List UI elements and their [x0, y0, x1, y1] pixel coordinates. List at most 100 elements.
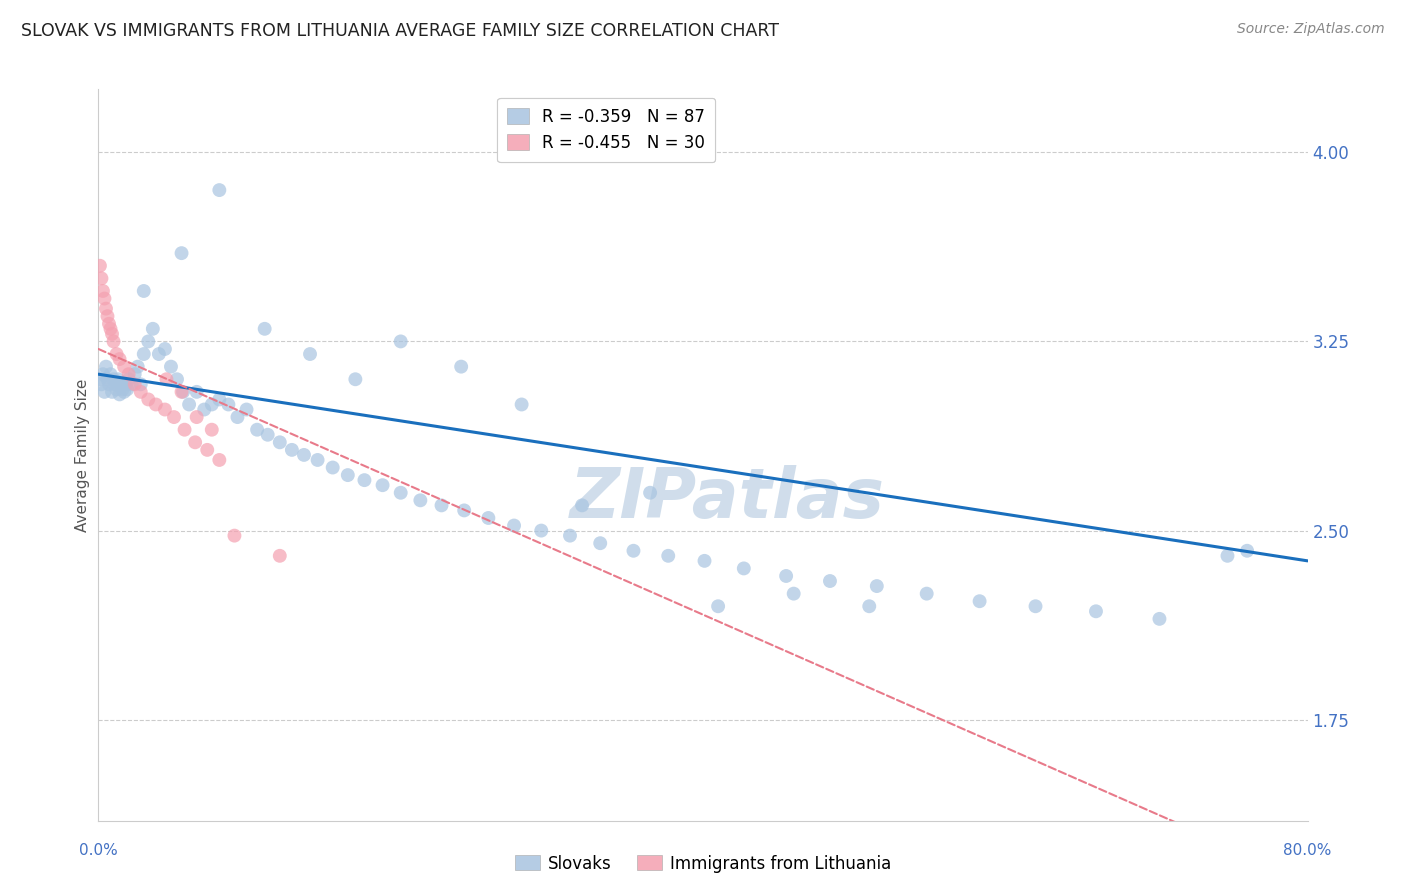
Point — [224, 528, 246, 542]
Legend: Slovaks, Immigrants from Lithuania: Slovaks, Immigrants from Lithuania — [508, 848, 898, 880]
Point — [100, 322, 122, 336]
Point — [193, 402, 215, 417]
Point — [453, 503, 475, 517]
Point — [132, 347, 155, 361]
Point — [693, 554, 716, 568]
Point — [108, 352, 131, 367]
Point — [969, 594, 991, 608]
Point — [208, 183, 231, 197]
Point — [530, 524, 553, 538]
Point — [775, 569, 797, 583]
Point — [208, 392, 231, 407]
Point — [226, 410, 249, 425]
Point — [105, 382, 128, 396]
Point — [112, 384, 135, 399]
Point — [253, 322, 276, 336]
Point — [186, 384, 208, 399]
Point — [121, 377, 143, 392]
Point — [371, 478, 394, 492]
Point — [269, 549, 291, 563]
Point — [208, 453, 231, 467]
Point — [281, 442, 304, 457]
Point — [114, 377, 136, 392]
Point — [450, 359, 472, 374]
Point — [430, 499, 453, 513]
Point — [246, 423, 269, 437]
Point — [201, 423, 224, 437]
Point — [638, 485, 661, 500]
Point — [623, 543, 645, 558]
Legend: R = -0.359   N = 87, R = -0.455   N = 30: R = -0.359 N = 87, R = -0.455 N = 30 — [498, 97, 716, 161]
Text: 80.0%: 80.0% — [1284, 843, 1331, 858]
Point — [127, 359, 149, 374]
Point — [148, 347, 170, 361]
Point — [201, 397, 224, 411]
Point — [96, 372, 118, 386]
Point — [389, 485, 412, 500]
Point — [173, 423, 195, 437]
Point — [510, 397, 533, 411]
Point — [409, 493, 432, 508]
Point — [783, 587, 806, 601]
Point — [153, 402, 176, 417]
Point — [96, 309, 118, 323]
Point — [90, 271, 112, 285]
Point — [353, 473, 375, 487]
Point — [186, 410, 208, 425]
Point — [155, 372, 177, 386]
Point — [124, 377, 146, 392]
Point — [105, 347, 128, 361]
Point — [98, 377, 121, 392]
Point — [657, 549, 679, 563]
Point — [184, 435, 207, 450]
Point — [503, 518, 526, 533]
Point — [336, 468, 359, 483]
Point — [299, 347, 322, 361]
Point — [91, 368, 114, 382]
Point — [733, 561, 755, 575]
Point — [101, 384, 124, 399]
Point — [89, 372, 111, 386]
Point — [103, 334, 125, 349]
Point — [94, 301, 117, 316]
Point — [112, 359, 135, 374]
Point — [153, 342, 176, 356]
Point — [136, 392, 159, 407]
Text: SLOVAK VS IMMIGRANTS FROM LITHUANIA AVERAGE FAMILY SIZE CORRELATION CHART: SLOVAK VS IMMIGRANTS FROM LITHUANIA AVER… — [21, 22, 779, 40]
Point — [256, 427, 278, 442]
Point — [477, 511, 499, 525]
Point — [707, 599, 730, 614]
Text: ZIPatlas: ZIPatlas — [569, 466, 884, 533]
Point — [269, 435, 291, 450]
Point — [1236, 543, 1258, 558]
Point — [307, 453, 329, 467]
Point — [1024, 599, 1046, 614]
Point — [389, 334, 412, 349]
Point — [136, 334, 159, 349]
Point — [195, 442, 218, 457]
Point — [818, 574, 841, 588]
Point — [108, 387, 131, 401]
Point — [589, 536, 612, 550]
Point — [292, 448, 315, 462]
Point — [915, 587, 938, 601]
Point — [160, 359, 183, 374]
Text: Source: ZipAtlas.com: Source: ZipAtlas.com — [1237, 22, 1385, 37]
Point — [344, 372, 367, 386]
Text: 0.0%: 0.0% — [79, 843, 118, 858]
Point — [170, 246, 193, 260]
Point — [142, 322, 165, 336]
Point — [91, 284, 114, 298]
Point — [90, 377, 112, 392]
Point — [98, 317, 121, 331]
Point — [132, 284, 155, 298]
Point — [1149, 612, 1171, 626]
Point — [101, 326, 124, 341]
Point — [93, 384, 115, 399]
Point — [118, 372, 141, 386]
Point — [235, 402, 257, 417]
Point — [1085, 604, 1108, 618]
Point — [89, 259, 111, 273]
Point — [129, 377, 152, 392]
Point — [1216, 549, 1239, 563]
